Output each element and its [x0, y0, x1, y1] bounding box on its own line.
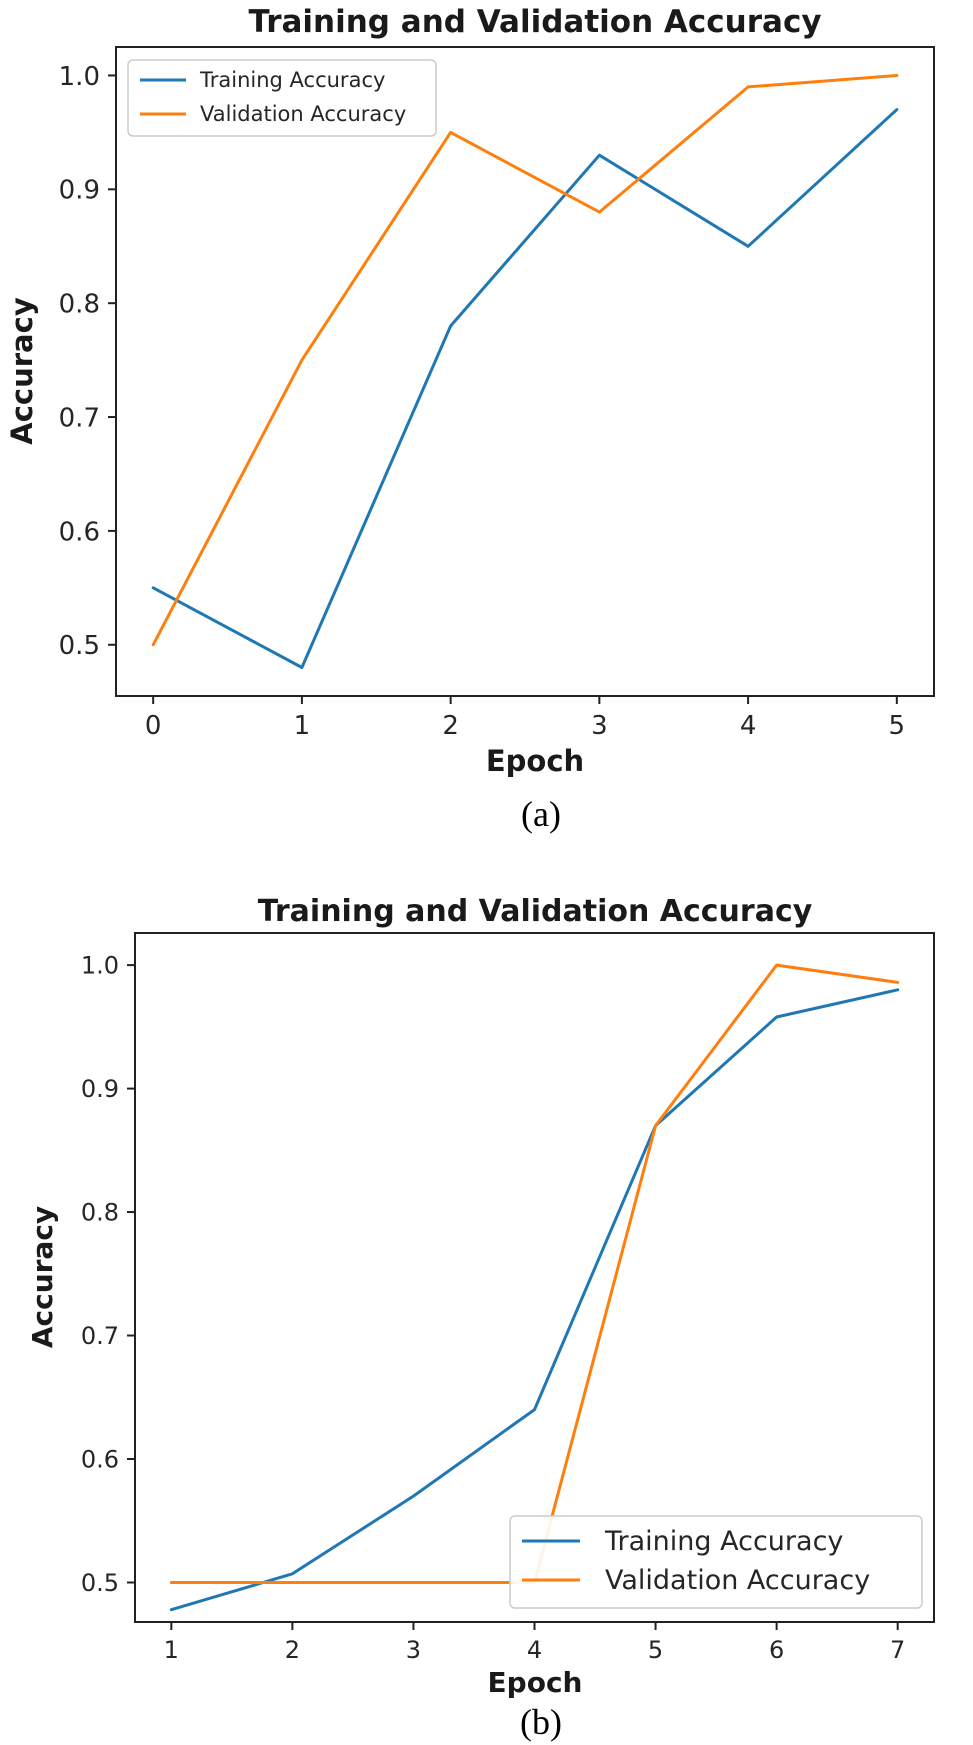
chart-b-x-axis-label: Epoch [488, 1666, 583, 1699]
chart-a-y-tick-label: 0.9 [59, 176, 100, 206]
chart-a-legend: Training Accuracy Validation Accuracy [127, 59, 437, 137]
chart-a-title: Training and Validation Accuracy [248, 4, 821, 40]
chart-a-ticks: 0 1 2 3 4 5 0.5 0.6 0.7 0.8 0.9 1.0 [59, 62, 905, 741]
chart-b-series-line-training [169, 988, 900, 1612]
chart-b-x-tick-label: 1 [164, 1636, 179, 1664]
chart-b-x-tick-label: 3 [406, 1636, 421, 1664]
chart-a-y-tick-label: 0.5 [59, 631, 100, 661]
chart-b-y-tick-label: 0.6 [81, 1446, 119, 1474]
chart-a-x-tick-label: 5 [889, 711, 906, 741]
chart-b-y-tick-label: 0.8 [81, 1199, 119, 1227]
chart-b-x-tick-label: 7 [890, 1636, 905, 1664]
chart-b: Training and Validation Accuracy 1 2 3 4 5 6 7… [26, 894, 935, 1742]
chart-a-series-line-training [151, 108, 899, 669]
chart-a-x-tick-label: 0 [145, 711, 162, 741]
chart-a-y-tick-label: 0.8 [59, 290, 100, 320]
chart-a-legend-box [127, 59, 437, 137]
chart-a-y-tick-label: 1.0 [59, 62, 100, 92]
chart-a-y-tick-label: 0.6 [59, 517, 100, 547]
chart-b-legend-label-training: Training Accuracy [604, 1526, 843, 1557]
chart-b-caption: (b) [520, 1702, 562, 1742]
chart-b-x-tick-label: 6 [769, 1636, 784, 1664]
chart-a-plot-frame [115, 46, 935, 697]
chart-a-legend-label-validation: Validation Accuracy [200, 102, 406, 126]
chart-b-x-tick-label: 5 [648, 1636, 663, 1664]
chart-b-ticks: 1 2 3 4 5 6 7 0.5 0.6 0.7 0.8 0.9 1.0 [81, 952, 905, 1664]
chart-b-y-tick-label: 1.0 [81, 952, 119, 980]
chart-a-x-tick-label: 4 [740, 711, 757, 741]
chart-a-legend-label-training: Training Accuracy [199, 68, 385, 92]
chart-b-title: Training and Validation Accuracy [258, 894, 813, 929]
chart-a-lines [151, 74, 899, 669]
chart-b-y-tick-label: 0.7 [81, 1322, 119, 1350]
chart-b-x-tick-label: 2 [285, 1636, 300, 1664]
chart-b-y-tick-label: 0.5 [81, 1569, 119, 1597]
chart-b-x-tick-label: 4 [527, 1636, 542, 1664]
chart-b-legend-label-validation: Validation Accuracy [605, 1565, 870, 1596]
chart-b-legend: Training Accuracy Validation Accuracy [509, 1515, 923, 1609]
chart-a-caption: (a) [521, 794, 561, 834]
chart-a-x-tick-label: 1 [294, 711, 311, 741]
chart-a-y-axis-label: Accuracy [5, 297, 39, 445]
chart-a-y-tick-label: 0.7 [59, 403, 100, 433]
chart-a-x-axis-label: Epoch [486, 744, 584, 778]
chart-a-x-tick-label: 2 [442, 711, 459, 741]
chart-a: Training and Validation Accuracy 0 1 2 3 4 50… [5, 4, 935, 834]
chart-b-plot-frame [134, 932, 935, 1623]
chart-b-y-tick-label: 0.9 [81, 1075, 119, 1103]
chart-a-series-line-validation [151, 74, 899, 647]
chart-a-x-tick-label: 3 [591, 711, 608, 741]
chart-b-legend-box [509, 1515, 923, 1609]
chart-b-y-axis-label: Accuracy [26, 1206, 59, 1348]
